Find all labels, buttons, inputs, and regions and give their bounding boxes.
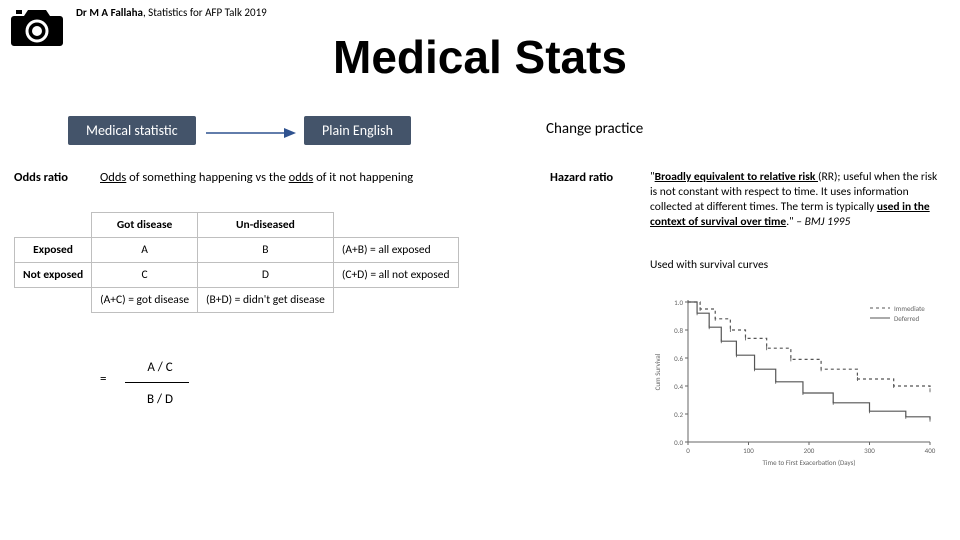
- svg-text:0.8: 0.8: [674, 326, 683, 335]
- note-not-exposed: (C+D) = all not exposed: [333, 263, 458, 288]
- author-name: Dr M A Fallaha: [76, 6, 143, 19]
- odds-ratio-definition: Odds of something happening vs the odds …: [100, 170, 430, 186]
- header-attribution: Dr M A Fallaha, Statistics for AFP Talk …: [76, 6, 267, 19]
- svg-text:Deferred: Deferred: [894, 314, 919, 323]
- note-exposed: (A+B) = all exposed: [333, 238, 458, 263]
- svg-text:300: 300: [864, 446, 875, 455]
- arrow-icon: [206, 126, 296, 140]
- hazard-src: BMJ 1995: [805, 215, 851, 229]
- cell-c: C: [92, 263, 198, 288]
- odds-word2: odds: [289, 170, 314, 185]
- header-suffix: , Statistics for AFP Talk 2019: [143, 6, 267, 19]
- hazard-ratio-definition: "Broadly equivalent to relative risk (RR…: [650, 170, 945, 230]
- hazard-ratio-heading: Hazard ratio: [550, 170, 613, 185]
- cell-a: A: [92, 238, 198, 263]
- row-not-exposed: Not exposed: [15, 263, 92, 288]
- svg-text:0.4: 0.4: [674, 382, 683, 391]
- svg-text:0: 0: [686, 446, 690, 455]
- svg-text:Cum Survival: Cum Survival: [653, 353, 662, 390]
- svg-text:100: 100: [743, 446, 754, 455]
- svg-text:Time to First Exacerbation (Da: Time to First Exacerbation (Days): [763, 458, 856, 467]
- odds-ratio-heading: Odds ratio: [14, 170, 68, 185]
- pill-medical-statistic: Medical statistic: [68, 116, 196, 145]
- formula-numerator: A / C: [130, 360, 190, 375]
- formula-denominator: B / D: [130, 392, 190, 407]
- survival-chart: 0.0 0.2 0.4 0.6 0.8 1.0 0 100 200 300 400 Time to F…: [650, 288, 940, 468]
- contingency-table: Got disease Un-diseased Exposed A B (A+B…: [14, 212, 459, 313]
- svg-text:0.0: 0.0: [674, 438, 683, 447]
- svg-text:0.6: 0.6: [674, 354, 683, 363]
- foot-no-disease: (B+D) = didn't get disease: [198, 288, 334, 313]
- svg-text:400: 400: [925, 446, 936, 455]
- cell-d: D: [198, 263, 334, 288]
- hazard-note: Used with survival curves: [650, 258, 768, 272]
- foot-got-disease: (A+C) = got disease: [92, 288, 198, 313]
- page-title: Medical Stats: [0, 30, 960, 84]
- svg-text:Immediate: Immediate: [894, 304, 925, 313]
- change-practice-label: Change practice: [546, 120, 643, 138]
- row-exposed: Exposed: [15, 238, 92, 263]
- formula-equals: =: [100, 372, 106, 387]
- col-un-diseased: Un-diseased: [198, 213, 334, 238]
- svg-text:1.0: 1.0: [674, 298, 683, 307]
- hazard-t2: ." –: [786, 215, 804, 229]
- hazard-b1: Broadly equivalent to relative risk: [655, 170, 818, 184]
- odds-word1: Odds: [100, 170, 126, 185]
- pill-plain-english: Plain English: [304, 116, 411, 145]
- formula-bar: [125, 382, 189, 383]
- odds-text1: of something happening vs the: [126, 170, 288, 185]
- cell-b: B: [198, 238, 334, 263]
- svg-text:200: 200: [804, 446, 815, 455]
- odds-text2: of it not happening: [313, 170, 413, 185]
- col-got-disease: Got disease: [92, 213, 198, 238]
- svg-text:0.2: 0.2: [674, 410, 683, 419]
